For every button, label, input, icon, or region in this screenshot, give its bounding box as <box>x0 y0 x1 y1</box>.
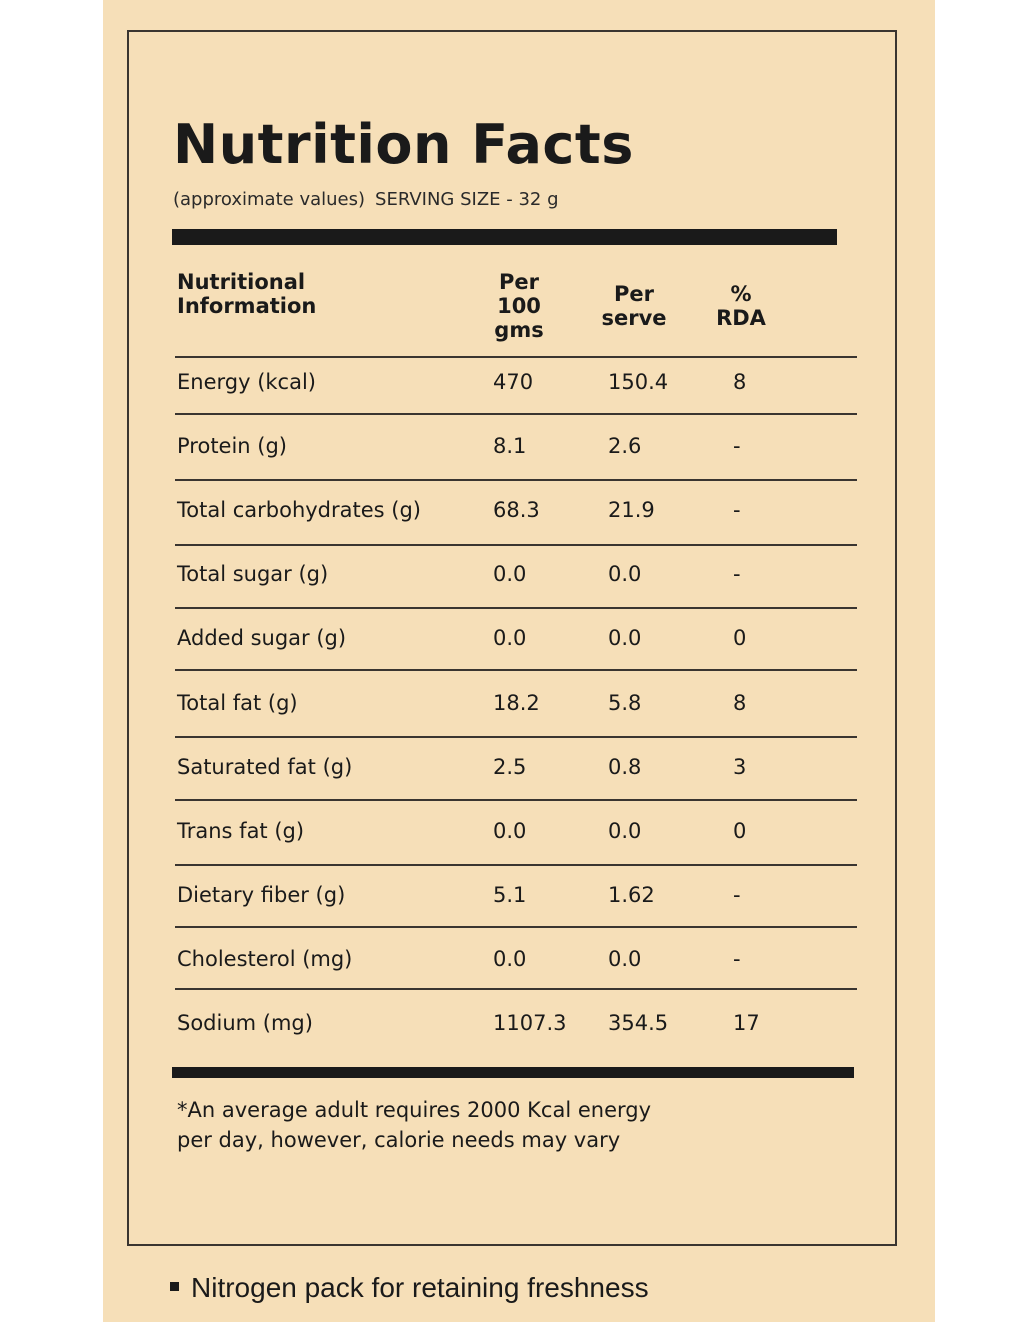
bottom-divider <box>172 1067 854 1078</box>
feature-text: Nitrogen pack for retaining freshness <box>191 1272 649 1303</box>
value-per-serve: 150.4 <box>608 370 669 394</box>
value-per-100g: 0.0 <box>493 819 527 843</box>
serving-info: (approximate values) SERVING SIZE - 32 g <box>173 189 559 210</box>
nutrient-name: Energy (kcal) <box>177 370 316 394</box>
row-divider <box>175 607 857 609</box>
value-per-serve: 354.5 <box>608 1011 669 1035</box>
nutrient-name: Total fat (g) <box>177 691 298 715</box>
value-per-serve: 21.9 <box>608 498 655 522</box>
value-per-100g: 0.0 <box>493 626 527 650</box>
value-rda: - <box>733 883 741 907</box>
value-rda: - <box>733 562 741 586</box>
header-nutritional-information: Nutritional Information <box>177 270 317 318</box>
value-rda: - <box>733 498 741 522</box>
value-rda: 3 <box>733 755 747 779</box>
row-divider <box>175 799 857 801</box>
row-divider <box>175 926 857 928</box>
nutrient-name: Saturated fat (g) <box>177 755 353 779</box>
row-divider <box>175 864 857 866</box>
nutrient-name: Dietary fiber (g) <box>177 883 346 907</box>
value-per-serve: 1.62 <box>608 883 655 907</box>
header-rda: % RDA <box>716 282 766 330</box>
value-per-serve: 0.0 <box>608 819 642 843</box>
value-per-100g: 2.5 <box>493 755 527 779</box>
top-divider <box>172 229 837 245</box>
value-per-serve: 5.8 <box>608 691 642 715</box>
value-rda: 8 <box>733 691 747 715</box>
value-per-100g: 470 <box>493 370 534 394</box>
nutrient-name: Protein (g) <box>177 434 288 458</box>
value-per-100g: 8.1 <box>493 434 527 458</box>
row-divider <box>175 669 857 671</box>
header-per-serve: Per serve <box>601 282 667 330</box>
row-divider <box>175 544 857 546</box>
value-rda: 0 <box>733 626 747 650</box>
value-per-serve: 0.0 <box>608 626 642 650</box>
serving-size: SERVING SIZE - 32 g <box>375 189 559 210</box>
value-rda: 0 <box>733 819 747 843</box>
value-per-serve: 0.0 <box>608 947 642 971</box>
row-divider <box>175 479 857 481</box>
value-per-100g: 0.0 <box>493 947 527 971</box>
value-per-serve: 0.8 <box>608 755 642 779</box>
bullet-icon <box>170 1282 179 1292</box>
nutrient-name: Total carbohydrates (g) <box>177 498 422 522</box>
feature-bullet: Nitrogen pack for retaining freshness <box>170 1272 649 1304</box>
row-divider <box>175 736 857 738</box>
value-per-100g: 1107.3 <box>493 1011 567 1035</box>
value-per-100g: 18.2 <box>493 691 540 715</box>
value-rda: 8 <box>733 370 747 394</box>
value-per-100g: 5.1 <box>493 883 527 907</box>
row-divider <box>175 413 857 415</box>
value-per-100g: 0.0 <box>493 562 527 586</box>
nutrient-name: Total sugar (g) <box>177 562 329 586</box>
nutrient-name: Added sugar (g) <box>177 626 347 650</box>
nutrition-label-frame <box>127 30 897 1246</box>
row-divider <box>175 356 857 358</box>
row-divider <box>175 988 857 990</box>
nutrient-name: Sodium (mg) <box>177 1011 313 1035</box>
approx-note: (approximate values) <box>173 189 366 210</box>
value-per-100g: 68.3 <box>493 498 540 522</box>
label-background <box>103 0 935 1322</box>
label-title: Nutrition Facts <box>173 113 634 176</box>
footnote: *An average adult requires 2000 Kcal ene… <box>177 1098 652 1152</box>
value-per-serve: 0.0 <box>608 562 642 586</box>
value-rda: - <box>733 434 741 458</box>
value-per-serve: 2.6 <box>608 434 642 458</box>
value-rda: 17 <box>733 1011 760 1035</box>
nutrient-name: Cholesterol (mg) <box>177 947 353 971</box>
nutrient-name: Trans fat (g) <box>177 819 305 843</box>
value-rda: - <box>733 947 741 971</box>
header-per-100-gms: Per 100 gms <box>494 270 544 342</box>
